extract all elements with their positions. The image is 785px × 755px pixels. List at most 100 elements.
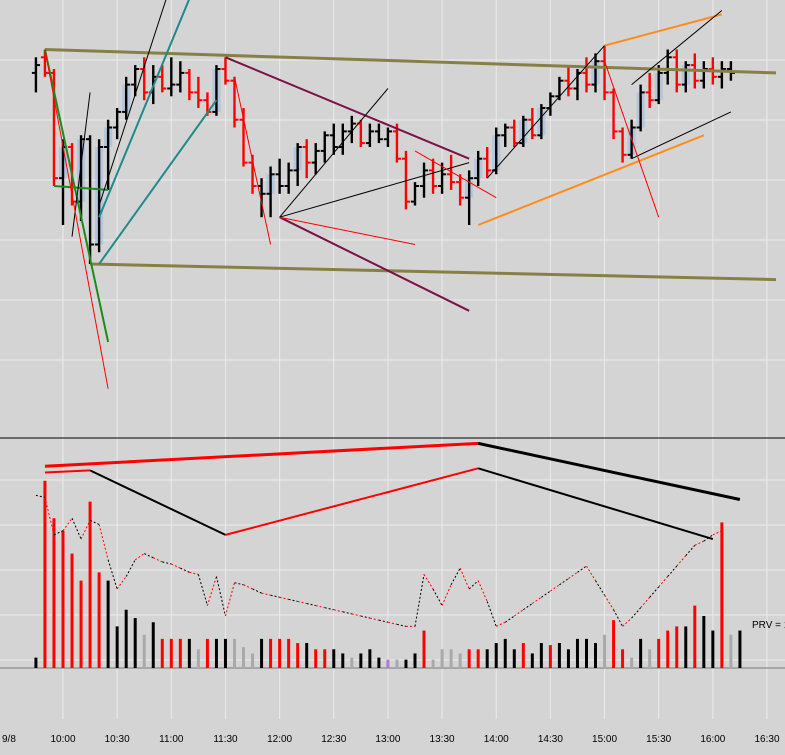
oscillator-segment xyxy=(279,596,289,600)
oscillator-segment xyxy=(125,559,136,577)
x-tick-label: 15:30 xyxy=(646,734,671,745)
price-trendline xyxy=(279,162,470,218)
price-trendline xyxy=(604,13,723,47)
x-tick-label: 11:30 xyxy=(213,734,238,745)
oscillator-segment xyxy=(432,588,443,606)
price-trendline xyxy=(98,0,167,206)
oscillator-segment xyxy=(414,574,425,627)
price-trendline xyxy=(486,45,605,179)
price-trendline xyxy=(279,216,416,245)
oscillator-segment xyxy=(568,571,578,579)
oscillator-segment xyxy=(532,596,542,604)
oscillator-segment xyxy=(523,603,533,611)
prv-annotation: PRV = 1 xyxy=(752,620,785,631)
oscillator-segment xyxy=(315,605,325,609)
oscillator-segment xyxy=(450,567,461,586)
oscillator-segment xyxy=(513,609,524,617)
x-tick-label: 16:30 xyxy=(754,734,779,745)
oscillator-segment xyxy=(595,580,605,596)
x-tick-label: 16:00 xyxy=(700,734,725,745)
oscillator-segment xyxy=(324,607,334,611)
price-trendline xyxy=(90,262,777,282)
x-axis-start-label: 9/8 xyxy=(2,734,16,745)
price-trendline xyxy=(225,56,470,160)
oscillator-segment xyxy=(342,611,352,615)
oscillator-segment xyxy=(486,601,497,627)
x-tick-label: 13:00 xyxy=(375,734,400,745)
oscillator-segment xyxy=(604,594,614,611)
x-tick-label: 10:30 xyxy=(105,734,130,745)
oscillator-segment xyxy=(252,588,262,594)
divergence-line xyxy=(44,441,479,468)
oscillator-segment xyxy=(215,576,226,617)
x-tick-label: 10:00 xyxy=(50,734,75,745)
oscillator-segment xyxy=(206,576,217,606)
oscillator-segment xyxy=(559,578,569,586)
price-trendline xyxy=(98,99,218,265)
price-trendline xyxy=(53,185,109,191)
oscillator-segment xyxy=(171,563,181,569)
oscillator-segment xyxy=(297,600,307,605)
x-tick-label: 14:00 xyxy=(484,734,509,745)
oscillator-segment xyxy=(577,565,587,573)
oscillator-segment xyxy=(351,613,361,617)
oscillator-segment xyxy=(153,557,163,563)
oscillator-segment xyxy=(62,517,73,532)
oscillator-segment xyxy=(162,561,172,565)
oscillator-segment xyxy=(189,571,199,575)
price-trendline xyxy=(279,88,389,218)
oscillator-segment xyxy=(333,609,343,613)
oscillator-segment xyxy=(496,621,506,627)
oscillator-segment xyxy=(288,598,298,602)
oscillator-segment xyxy=(270,594,280,598)
price-trendline xyxy=(279,216,470,312)
x-tick-label: 15:00 xyxy=(592,734,617,745)
oscillator-segment xyxy=(387,621,398,625)
divergence-line xyxy=(89,469,226,536)
oscillator-segment xyxy=(53,530,64,536)
price-trendline xyxy=(414,150,497,199)
oscillator-segment xyxy=(306,603,316,607)
oscillator-segment xyxy=(396,623,407,627)
divergence-line xyxy=(477,467,714,540)
oscillator-segment xyxy=(712,530,723,536)
oscillator-segment xyxy=(261,592,271,596)
oscillator-segment xyxy=(116,576,127,590)
oscillator-segment xyxy=(224,582,235,617)
price-trendline xyxy=(631,10,723,85)
oscillator-segment xyxy=(360,615,370,619)
oscillator-segment xyxy=(44,497,55,535)
oscillator-segment xyxy=(550,584,560,592)
oscillator-segment xyxy=(586,565,596,581)
oscillator-segment xyxy=(144,553,154,559)
oscillator-segment xyxy=(694,540,705,546)
oscillator-segment xyxy=(134,553,145,561)
price-trendline xyxy=(43,49,110,343)
divergence-line xyxy=(477,441,741,501)
price-trendline xyxy=(233,76,272,245)
price-trendline xyxy=(631,111,732,160)
oscillator-segment xyxy=(197,574,208,606)
x-tick-label: 13:30 xyxy=(430,734,455,745)
x-tick-label: 12:30 xyxy=(321,734,346,745)
oscillator-segment xyxy=(613,609,624,627)
price-trendline xyxy=(44,49,109,389)
oscillator-segment xyxy=(378,619,389,623)
price-trendline xyxy=(98,0,190,218)
oscillator-segment xyxy=(423,574,434,590)
oscillator-segment xyxy=(234,582,244,586)
divergence-line xyxy=(44,469,91,474)
price-trendline xyxy=(604,61,660,218)
oscillator-segment xyxy=(243,584,253,590)
x-tick-label: 11:00 xyxy=(159,734,184,745)
divergence-line xyxy=(225,467,479,536)
oscillator-segment xyxy=(107,559,118,590)
x-tick-label: 12:00 xyxy=(267,734,292,745)
oscillator-segment xyxy=(369,617,380,621)
x-tick-label: 14:30 xyxy=(538,734,563,745)
oscillator-segment xyxy=(80,520,91,540)
oscillator-segment xyxy=(89,519,100,525)
